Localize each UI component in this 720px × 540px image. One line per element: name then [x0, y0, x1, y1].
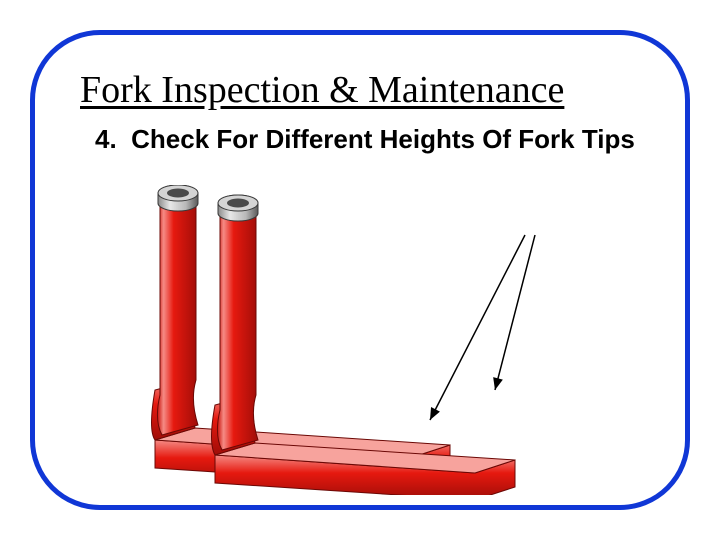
fork-diagram: [130, 185, 610, 495]
slide-title: Fork Inspection & Maintenance: [80, 68, 564, 112]
item-number: 4.: [95, 124, 117, 154]
front-fork: [212, 195, 516, 495]
pointer-arrows: [430, 235, 535, 420]
item-text: Check For Different Heights Of Fork Tips: [131, 124, 635, 154]
slide-subtitle: 4. Check For Different Heights Of Fork T…: [95, 122, 655, 157]
back-fork: [152, 185, 451, 485]
